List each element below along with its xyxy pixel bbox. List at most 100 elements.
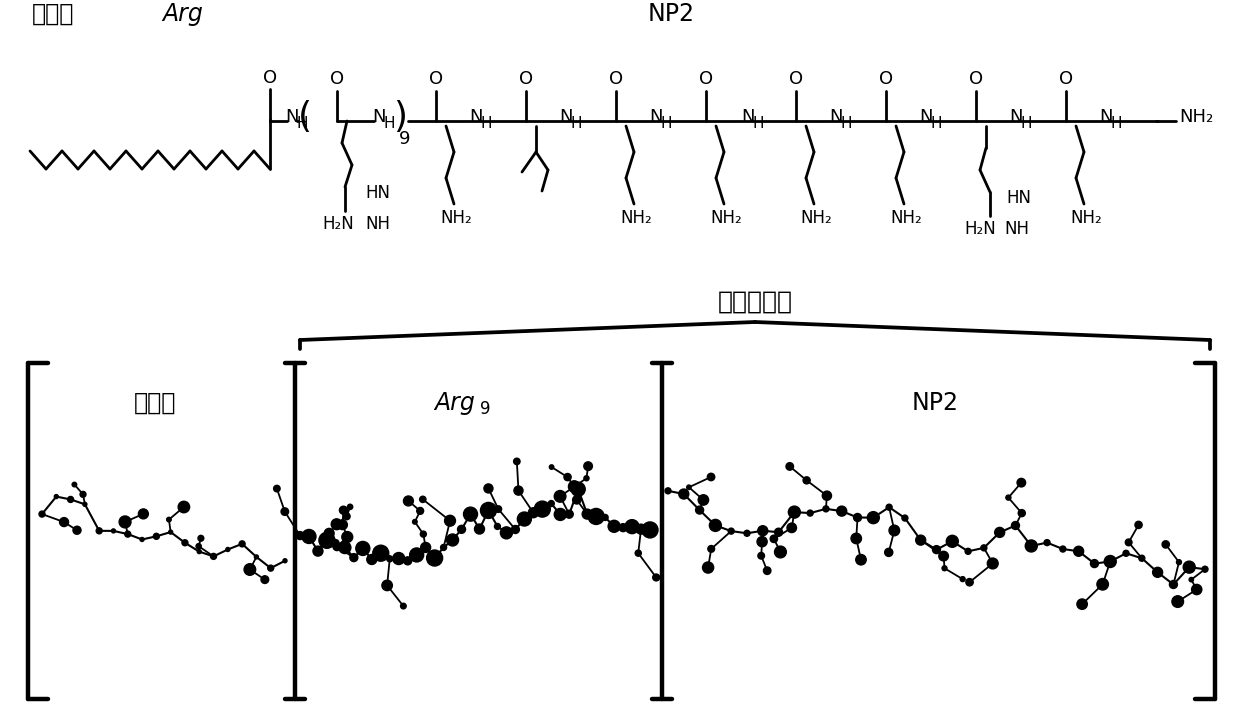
Text: H: H: [1021, 117, 1032, 132]
Text: O: O: [1059, 70, 1073, 88]
Circle shape: [38, 511, 45, 517]
Text: ): ): [393, 100, 407, 134]
Circle shape: [387, 556, 393, 562]
Circle shape: [495, 523, 501, 530]
Circle shape: [1169, 580, 1178, 589]
Circle shape: [770, 535, 777, 542]
Circle shape: [1018, 510, 1025, 517]
Text: NH₂: NH₂: [711, 209, 742, 227]
Circle shape: [169, 530, 172, 534]
Circle shape: [166, 518, 171, 522]
Circle shape: [475, 524, 485, 534]
Text: H: H: [841, 117, 852, 132]
Text: N: N: [742, 108, 755, 126]
Text: NP2: NP2: [911, 391, 959, 415]
Circle shape: [608, 520, 620, 533]
Circle shape: [179, 501, 190, 513]
Text: NH₂: NH₂: [890, 209, 921, 227]
Circle shape: [707, 474, 714, 481]
Text: NH₂: NH₂: [800, 209, 832, 227]
Text: N: N: [830, 108, 843, 126]
Circle shape: [226, 547, 229, 552]
Circle shape: [480, 503, 496, 518]
Circle shape: [513, 486, 523, 495]
Text: N: N: [285, 108, 299, 126]
Circle shape: [965, 548, 971, 555]
Circle shape: [678, 489, 688, 499]
Circle shape: [1012, 521, 1019, 530]
Circle shape: [484, 484, 494, 493]
Text: N: N: [919, 108, 932, 126]
Text: N: N: [559, 108, 573, 126]
Circle shape: [603, 515, 608, 520]
Circle shape: [528, 508, 538, 518]
Circle shape: [709, 520, 722, 531]
Circle shape: [708, 545, 714, 552]
Circle shape: [239, 541, 246, 547]
Circle shape: [501, 527, 512, 539]
Text: N: N: [650, 108, 662, 126]
Circle shape: [775, 528, 782, 536]
Circle shape: [401, 603, 407, 609]
Circle shape: [196, 544, 201, 549]
Circle shape: [856, 555, 867, 565]
Circle shape: [1074, 546, 1084, 556]
Circle shape: [296, 532, 304, 540]
Circle shape: [642, 522, 658, 538]
Text: N: N: [372, 108, 386, 126]
Circle shape: [822, 491, 832, 501]
Text: O: O: [518, 70, 533, 88]
Circle shape: [125, 531, 130, 537]
Circle shape: [884, 548, 893, 557]
Circle shape: [1172, 596, 1183, 607]
Text: H: H: [753, 117, 764, 132]
Circle shape: [281, 508, 289, 515]
Text: NH₂: NH₂: [440, 209, 472, 227]
Circle shape: [458, 525, 465, 533]
Circle shape: [698, 495, 708, 505]
Circle shape: [564, 474, 572, 481]
Text: HN: HN: [365, 184, 391, 202]
Text: O: O: [699, 70, 713, 88]
Circle shape: [786, 463, 794, 470]
Circle shape: [339, 542, 351, 554]
Circle shape: [445, 515, 455, 526]
Circle shape: [303, 530, 316, 543]
Circle shape: [665, 488, 671, 494]
Circle shape: [1202, 566, 1208, 572]
Text: H: H: [660, 117, 672, 132]
Circle shape: [140, 538, 144, 542]
Text: NP2: NP2: [649, 2, 694, 26]
Circle shape: [182, 540, 188, 546]
Circle shape: [987, 558, 998, 569]
Circle shape: [1006, 495, 1011, 500]
Circle shape: [347, 504, 352, 510]
Circle shape: [887, 504, 892, 510]
Circle shape: [853, 513, 862, 521]
Circle shape: [1125, 539, 1132, 546]
Circle shape: [440, 545, 446, 550]
Circle shape: [367, 555, 377, 565]
Circle shape: [946, 535, 959, 547]
Circle shape: [1135, 521, 1142, 528]
Text: NH₂: NH₂: [1179, 108, 1213, 126]
Circle shape: [60, 518, 68, 527]
Circle shape: [420, 531, 427, 537]
Circle shape: [97, 528, 102, 534]
Circle shape: [119, 516, 131, 528]
Circle shape: [789, 506, 800, 518]
Circle shape: [1153, 567, 1163, 577]
Circle shape: [409, 548, 424, 562]
Circle shape: [511, 525, 520, 533]
Circle shape: [337, 520, 347, 530]
Circle shape: [1097, 579, 1109, 590]
Text: NH: NH: [365, 215, 391, 233]
Circle shape: [932, 545, 940, 554]
Circle shape: [83, 502, 87, 506]
Circle shape: [393, 552, 404, 565]
Text: Arg: Arg: [162, 2, 203, 26]
Circle shape: [960, 577, 965, 582]
Circle shape: [404, 557, 412, 565]
Text: O: O: [968, 70, 983, 88]
Circle shape: [851, 533, 862, 544]
